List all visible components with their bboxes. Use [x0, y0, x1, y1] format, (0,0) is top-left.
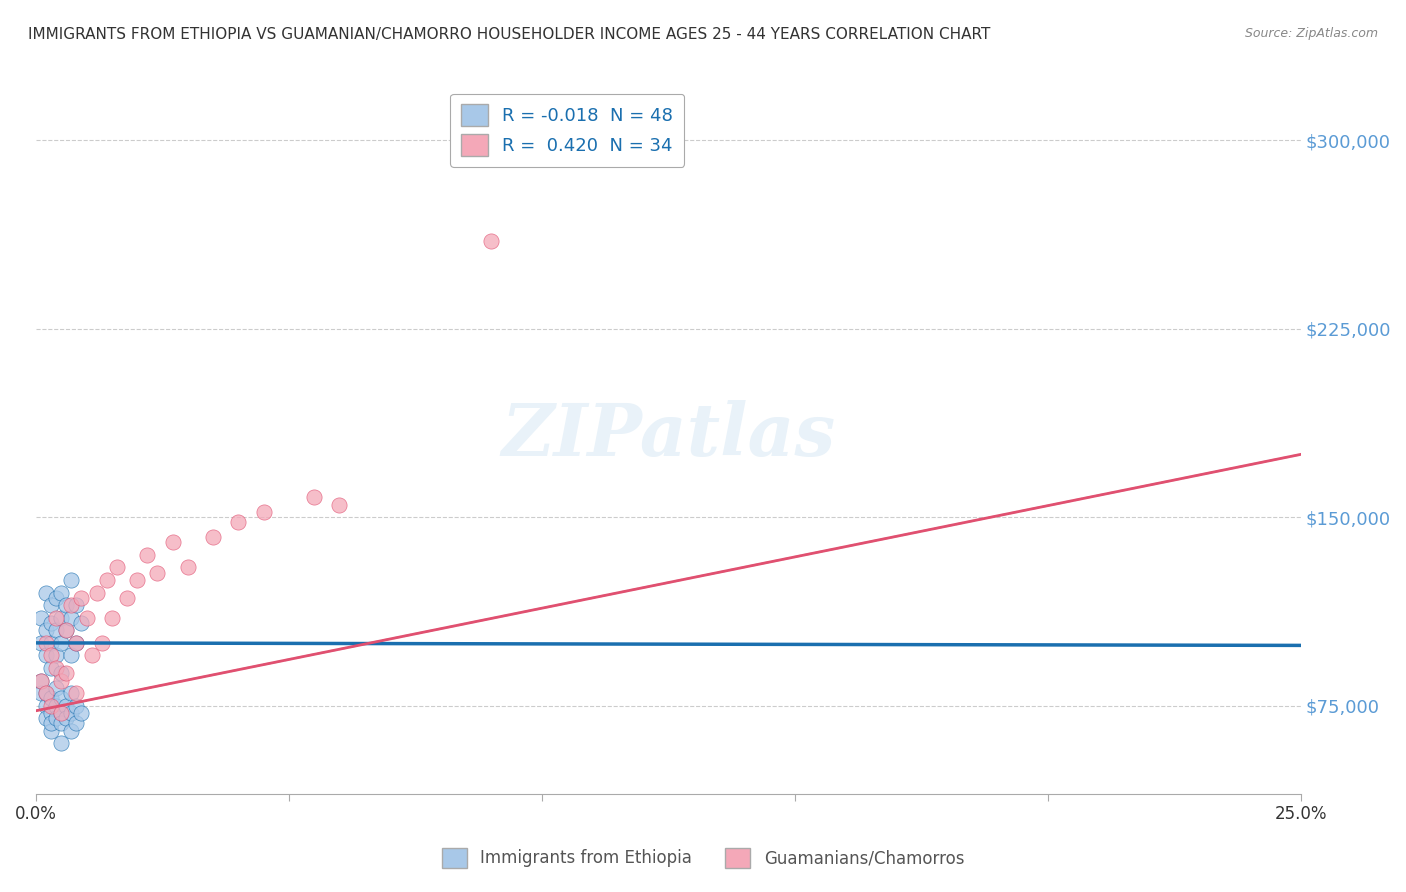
Point	[55, 711, 77, 725]
Point	[60, 686, 83, 700]
Point	[51, 666, 73, 681]
Legend: R = -0.018  N = 48, R =  0.420  N = 34: R = -0.018 N = 48, R = 0.420 N = 34	[450, 94, 685, 167]
Point	[45, 681, 67, 695]
Point	[96, 573, 118, 587]
Point	[51, 611, 73, 625]
Point	[39, 661, 62, 675]
Point	[45, 624, 67, 638]
Point	[201, 530, 224, 544]
Point	[60, 598, 83, 612]
Point	[328, 498, 350, 512]
Point	[30, 673, 52, 688]
Text: IMMIGRANTS FROM ETHIOPIA VS GUAMANIAN/CHAMORRO HOUSEHOLDER INCOME AGES 25 - 44 Y: IMMIGRANTS FROM ETHIOPIA VS GUAMANIAN/CH…	[28, 27, 990, 42]
Point	[45, 711, 67, 725]
Point	[90, 636, 112, 650]
Point	[45, 661, 67, 675]
Point	[136, 548, 159, 562]
Point	[35, 648, 58, 663]
Point	[39, 598, 62, 612]
Point	[302, 490, 325, 504]
Point	[105, 560, 128, 574]
Point	[45, 611, 67, 625]
Point	[39, 716, 62, 731]
Point	[65, 716, 87, 731]
Point	[51, 691, 73, 706]
Point	[60, 573, 83, 587]
Point	[51, 736, 73, 750]
Point	[39, 648, 62, 663]
Point	[51, 716, 73, 731]
Point	[39, 706, 62, 721]
Point	[252, 505, 274, 519]
Text: Source: ZipAtlas.com: Source: ZipAtlas.com	[1244, 27, 1378, 40]
Point	[30, 636, 52, 650]
Point	[35, 636, 58, 650]
Point	[55, 624, 77, 638]
Point	[39, 691, 62, 706]
Point	[35, 585, 58, 599]
Point	[60, 611, 83, 625]
Point	[30, 673, 52, 688]
Point	[76, 611, 98, 625]
Point	[55, 698, 77, 713]
Point	[51, 673, 73, 688]
Point	[177, 560, 200, 574]
Point	[55, 666, 77, 681]
Point	[115, 591, 138, 605]
Point	[35, 686, 58, 700]
Point	[35, 698, 58, 713]
Point	[35, 686, 58, 700]
Point	[70, 706, 93, 721]
Point	[55, 598, 77, 612]
Point	[101, 611, 124, 625]
Point	[65, 636, 87, 650]
Point	[51, 585, 73, 599]
Legend: Immigrants from Ethiopia, Guamanians/Chamorros: Immigrants from Ethiopia, Guamanians/Cha…	[434, 841, 972, 875]
Point	[35, 711, 58, 725]
Point	[45, 648, 67, 663]
Point	[51, 636, 73, 650]
Point	[39, 698, 62, 713]
Point	[51, 706, 73, 721]
Point	[51, 706, 73, 721]
Point	[65, 686, 87, 700]
Point	[30, 686, 52, 700]
Point	[226, 515, 249, 529]
Point	[60, 723, 83, 738]
Point	[65, 598, 87, 612]
Text: ZIPatlas: ZIPatlas	[501, 400, 835, 471]
Point	[39, 636, 62, 650]
Point	[60, 648, 83, 663]
Point	[70, 615, 93, 630]
Point	[39, 615, 62, 630]
Point	[70, 591, 93, 605]
Point	[39, 723, 62, 738]
Point	[60, 706, 83, 721]
Point	[479, 234, 502, 248]
Point	[65, 698, 87, 713]
Point	[162, 535, 184, 549]
Point	[80, 648, 103, 663]
Point	[86, 585, 108, 599]
Point	[127, 573, 149, 587]
Point	[35, 624, 58, 638]
Point	[65, 636, 87, 650]
Point	[146, 566, 169, 580]
Point	[45, 591, 67, 605]
Point	[45, 698, 67, 713]
Point	[30, 611, 52, 625]
Point	[55, 624, 77, 638]
